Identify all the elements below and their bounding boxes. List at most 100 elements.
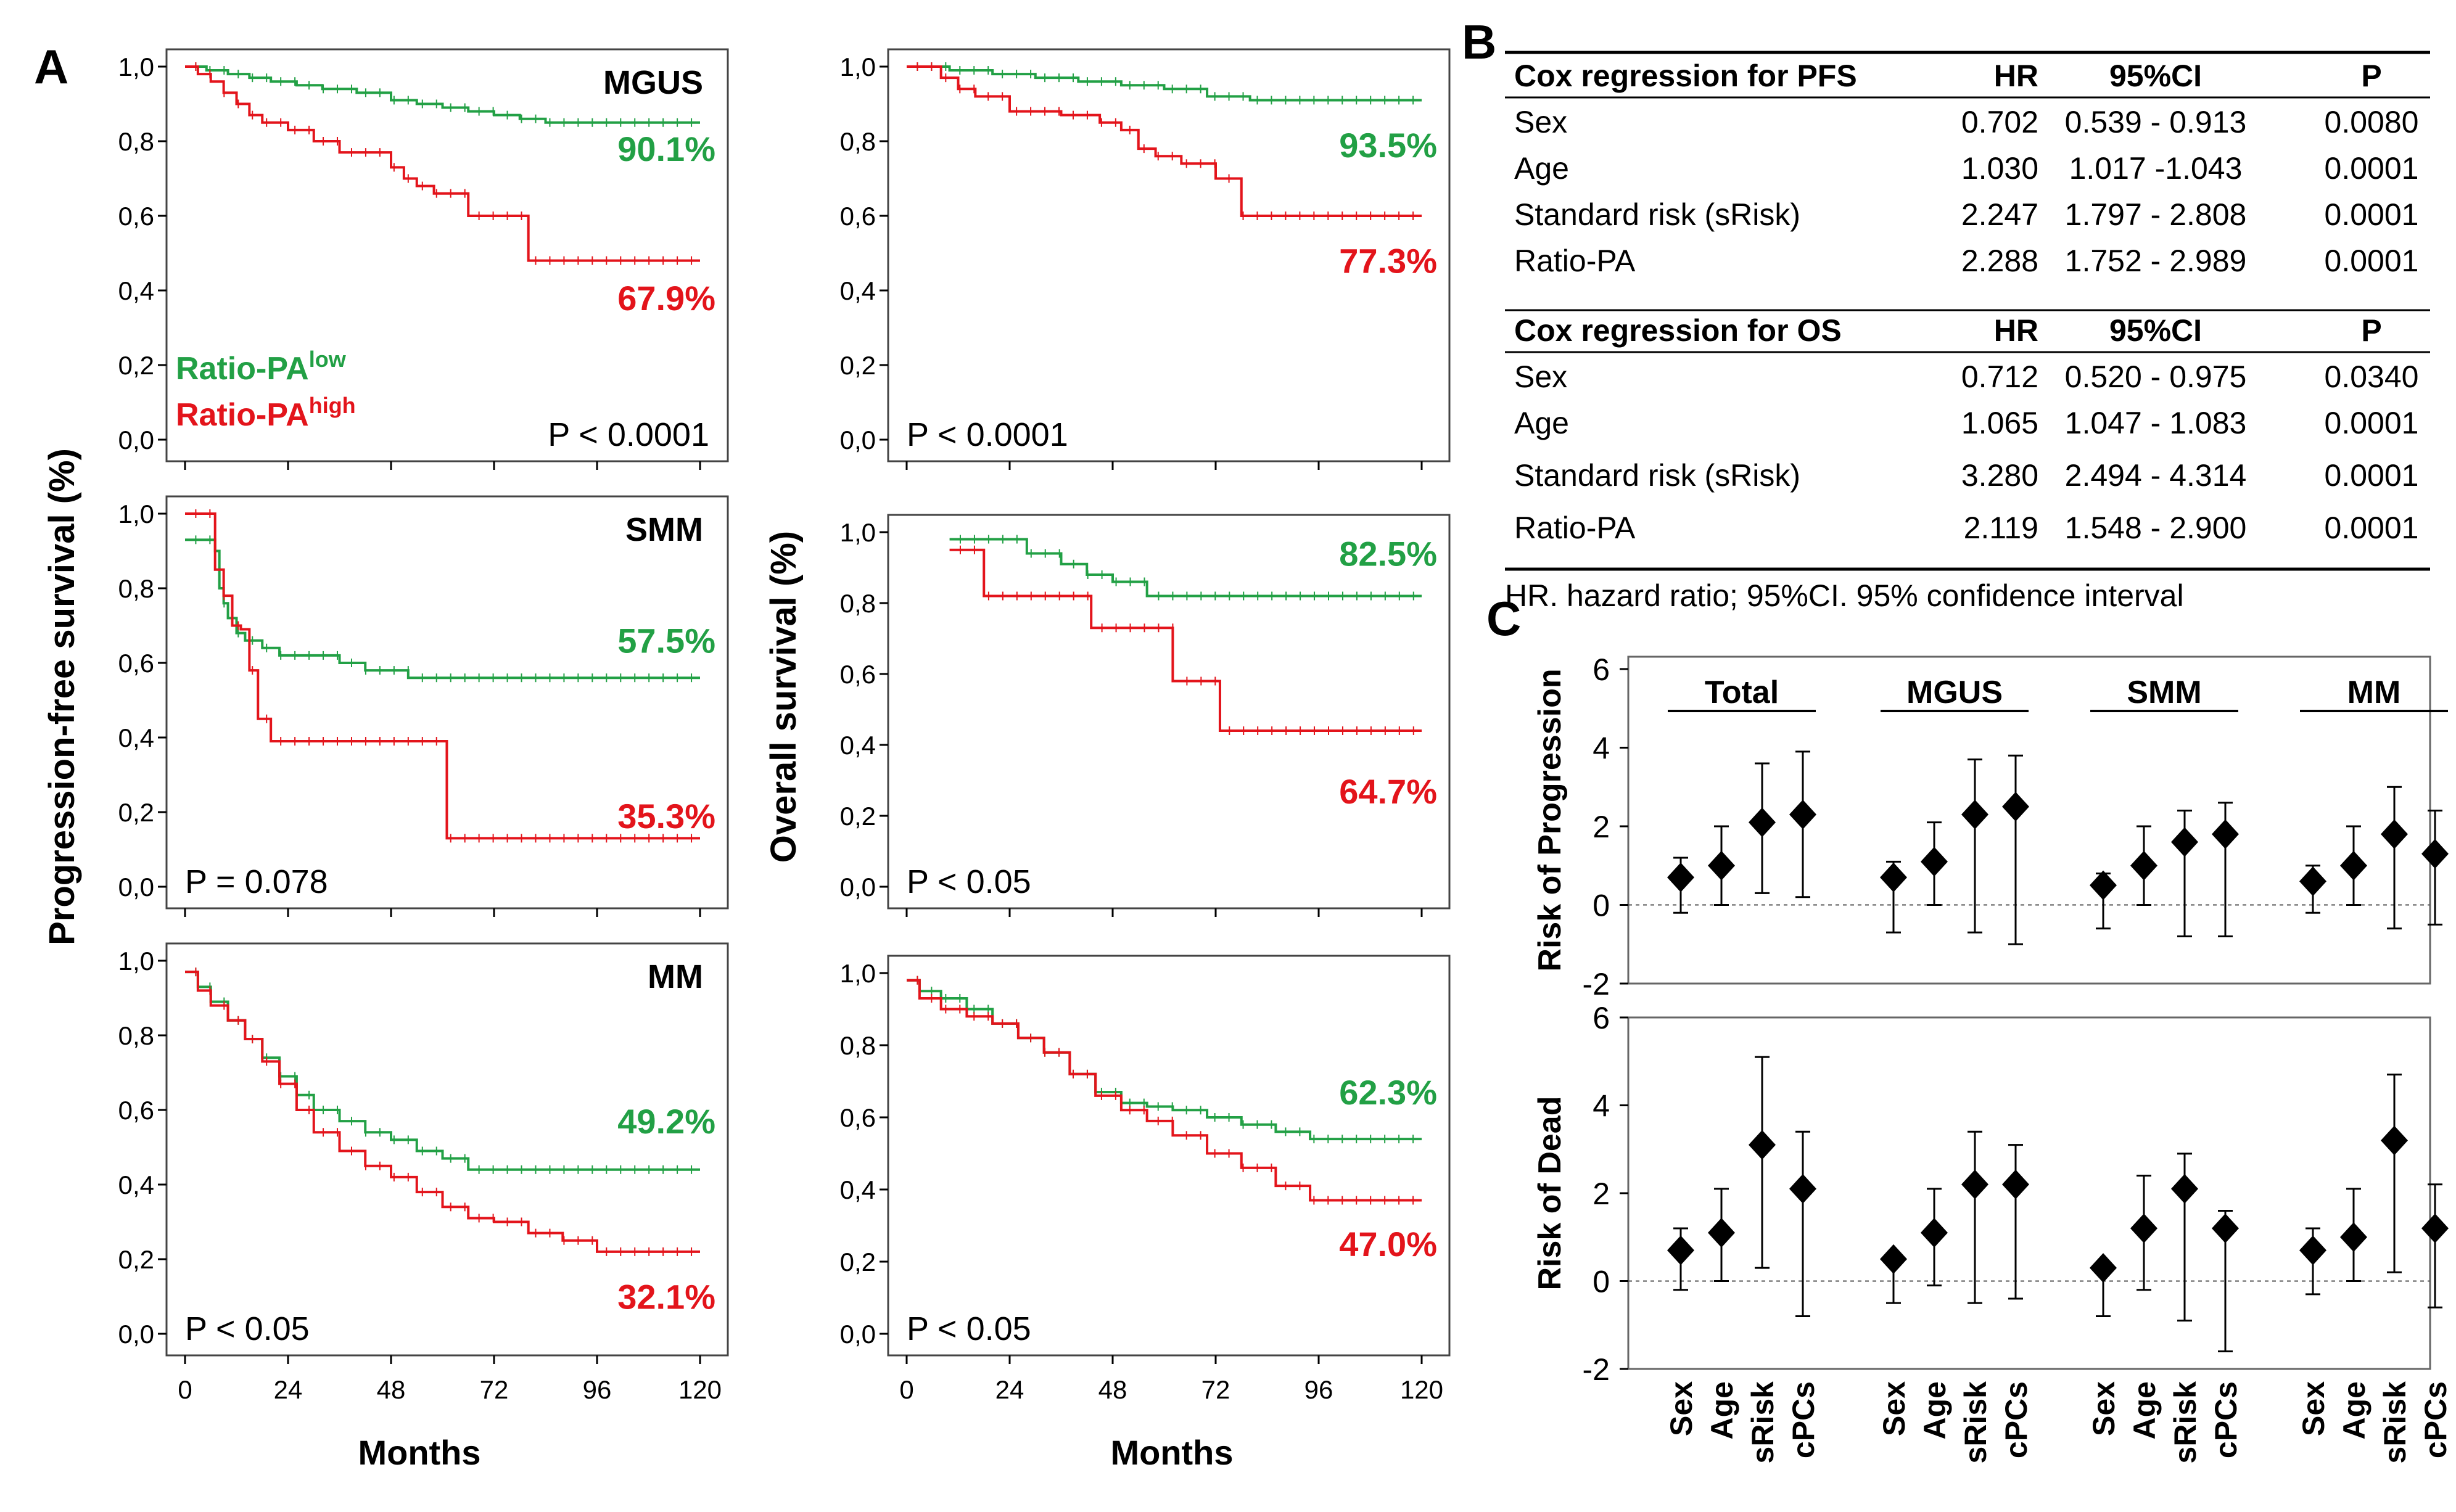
y-tick-label: 0,4 — [840, 731, 876, 760]
forest-point — [1880, 860, 1907, 934]
y-tick-label: 0,6 — [840, 1103, 876, 1132]
survival-label-low: 90.1% — [617, 129, 715, 168]
y-tick-label: 0,4 — [840, 276, 876, 305]
forest-point — [1708, 825, 1735, 906]
survival-label-high: 32.1% — [617, 1278, 715, 1317]
y-axis-title: Risk of Progression — [1532, 668, 1568, 971]
category-label: cPCs — [1999, 1381, 2034, 1458]
category-label: sRisk — [1745, 1381, 1780, 1464]
table-cell: 0.0080 — [2325, 105, 2419, 139]
panel-label-a: A — [34, 39, 68, 94]
table-header-cell: HR — [1994, 313, 2038, 348]
y-tick-label: 0,2 — [118, 1245, 154, 1274]
x-tick-label: 0 — [178, 1375, 192, 1404]
chart-title: MM — [648, 958, 703, 995]
forest-point — [1880, 1244, 1907, 1304]
category-label: Age — [2127, 1381, 2162, 1439]
y-tick-label: 6 — [1593, 1001, 1610, 1035]
survival-label-low: 93.5% — [1339, 126, 1437, 165]
table-header-row: Cox regression for PFS HR 95%CI P — [1514, 59, 2382, 93]
estimate-diamond — [1921, 1218, 1948, 1248]
chart-title: SMM — [625, 511, 703, 548]
table-cell: 1.030 — [1961, 151, 2038, 186]
forest-point — [2130, 825, 2157, 906]
table-header-cell: HR — [1994, 59, 2038, 93]
estimate-diamond — [2090, 1253, 2117, 1283]
category-label: cPCs — [1786, 1381, 1821, 1458]
p-value: P < 0.0001 — [548, 416, 709, 453]
forest-point — [2421, 810, 2449, 926]
table-row: Ratio-PA 2.288 1.752 - 2.989 0.0001 — [1514, 244, 2418, 278]
legend-low: Ratio-PAlow — [176, 347, 347, 387]
forest-point — [1789, 750, 1816, 898]
km-curve-high — [907, 979, 1422, 1202]
cox-table: Cox regression for PFS HR 95%CI P Sex 0.702 0.… — [1505, 51, 2430, 613]
forest-point — [2002, 754, 2029, 945]
table-header-cell: 95%CI — [2109, 59, 2202, 93]
x-axis-title-left: Months — [358, 1433, 480, 1472]
forest-point — [2130, 1175, 2157, 1291]
estimate-diamond — [1961, 1169, 1988, 1199]
survival-label-high: 64.7% — [1339, 772, 1437, 811]
km-curve-low — [185, 65, 700, 124]
y-tick-label: 0,4 — [118, 1170, 154, 1199]
group-label: SMM — [2127, 675, 2201, 710]
y-tick-label: 0,0 — [118, 1320, 154, 1349]
forest-point — [1749, 762, 1776, 894]
table-cell: 0.0001 — [2325, 244, 2419, 278]
category-label: cPCs — [2418, 1381, 2453, 1458]
table-cell: 1.047 - 1.083 — [2065, 406, 2247, 440]
y-tick-label: 0,8 — [840, 127, 876, 156]
km-curve-low — [949, 538, 1422, 598]
km-charts: 0,0 0,2 0,4 0,6 0,8 1,0 90.1% 67.9% MGUS P < 0.00… — [118, 48, 1451, 1404]
y-tick-label: 6 — [1593, 652, 1610, 687]
y-tick-label: 0,0 — [840, 873, 876, 902]
forest-point — [2381, 1074, 2408, 1273]
forest-point — [2090, 1253, 2117, 1317]
table-cell: 0.702 — [1961, 105, 2038, 139]
plot-frame — [165, 48, 729, 462]
estimate-diamond — [1708, 1218, 1735, 1248]
survival-label-low: 57.5% — [617, 622, 715, 660]
forest-point — [1961, 758, 1988, 934]
p-value: P < 0.0001 — [907, 416, 1068, 453]
table-cell: 2.288 — [1961, 244, 2038, 278]
km-curve-high — [907, 65, 1422, 217]
y-tick-label: 0,0 — [840, 1320, 876, 1349]
os-axis-title: Overall survival (%) — [764, 531, 804, 863]
table-cell: Ratio-PA — [1514, 244, 1636, 278]
y-tick-label: 0,2 — [840, 1247, 876, 1276]
legend-high: Ratio-PAhigh — [176, 393, 356, 433]
table-row: Ratio-PA 2.119 1.548 - 2.900 0.0001 — [1514, 511, 2418, 545]
estimate-diamond — [2340, 1222, 2367, 1252]
table-header-cell: Cox regression for OS — [1514, 313, 1842, 348]
y-tick-label: 0,4 — [118, 276, 154, 305]
estimate-diamond — [2299, 1235, 2326, 1265]
forest-point — [2002, 1144, 2029, 1300]
p-value: P < 0.05 — [907, 1310, 1031, 1347]
category-label: Sex — [1877, 1381, 1911, 1436]
table-cell: 1.797 - 2.808 — [2065, 197, 2247, 232]
table-row: Age 1.065 1.047 - 1.083 0.0001 — [1514, 406, 2418, 440]
table-cell: 3.280 — [1961, 458, 2038, 493]
p-value: P = 0.078 — [185, 863, 328, 900]
category-label: Sex — [2296, 1381, 2331, 1436]
estimate-diamond — [1749, 807, 1776, 837]
x-tick-label: 72 — [480, 1375, 509, 1404]
panel-label-c: C — [1486, 591, 1521, 646]
y-tick-label: 2 — [1593, 1177, 1610, 1211]
y-tick-label: 0,8 — [840, 589, 876, 618]
y-tick-label: 1,0 — [840, 959, 876, 988]
p-value: P < 0.05 — [907, 863, 1031, 900]
plot-frame — [887, 955, 1451, 1357]
y-tick-label: 0 — [1593, 1265, 1610, 1299]
table-cell: Standard risk (sRisk) — [1514, 458, 1800, 493]
group-label: MM — [2347, 675, 2401, 710]
table-cell: Age — [1514, 406, 1569, 440]
table-cell: 0.712 — [1961, 360, 2038, 394]
y-tick-label: 0,8 — [840, 1031, 876, 1060]
forest-point — [2171, 810, 2198, 937]
estimate-diamond — [1749, 1130, 1776, 1160]
survival-label-high: 67.9% — [617, 279, 715, 318]
